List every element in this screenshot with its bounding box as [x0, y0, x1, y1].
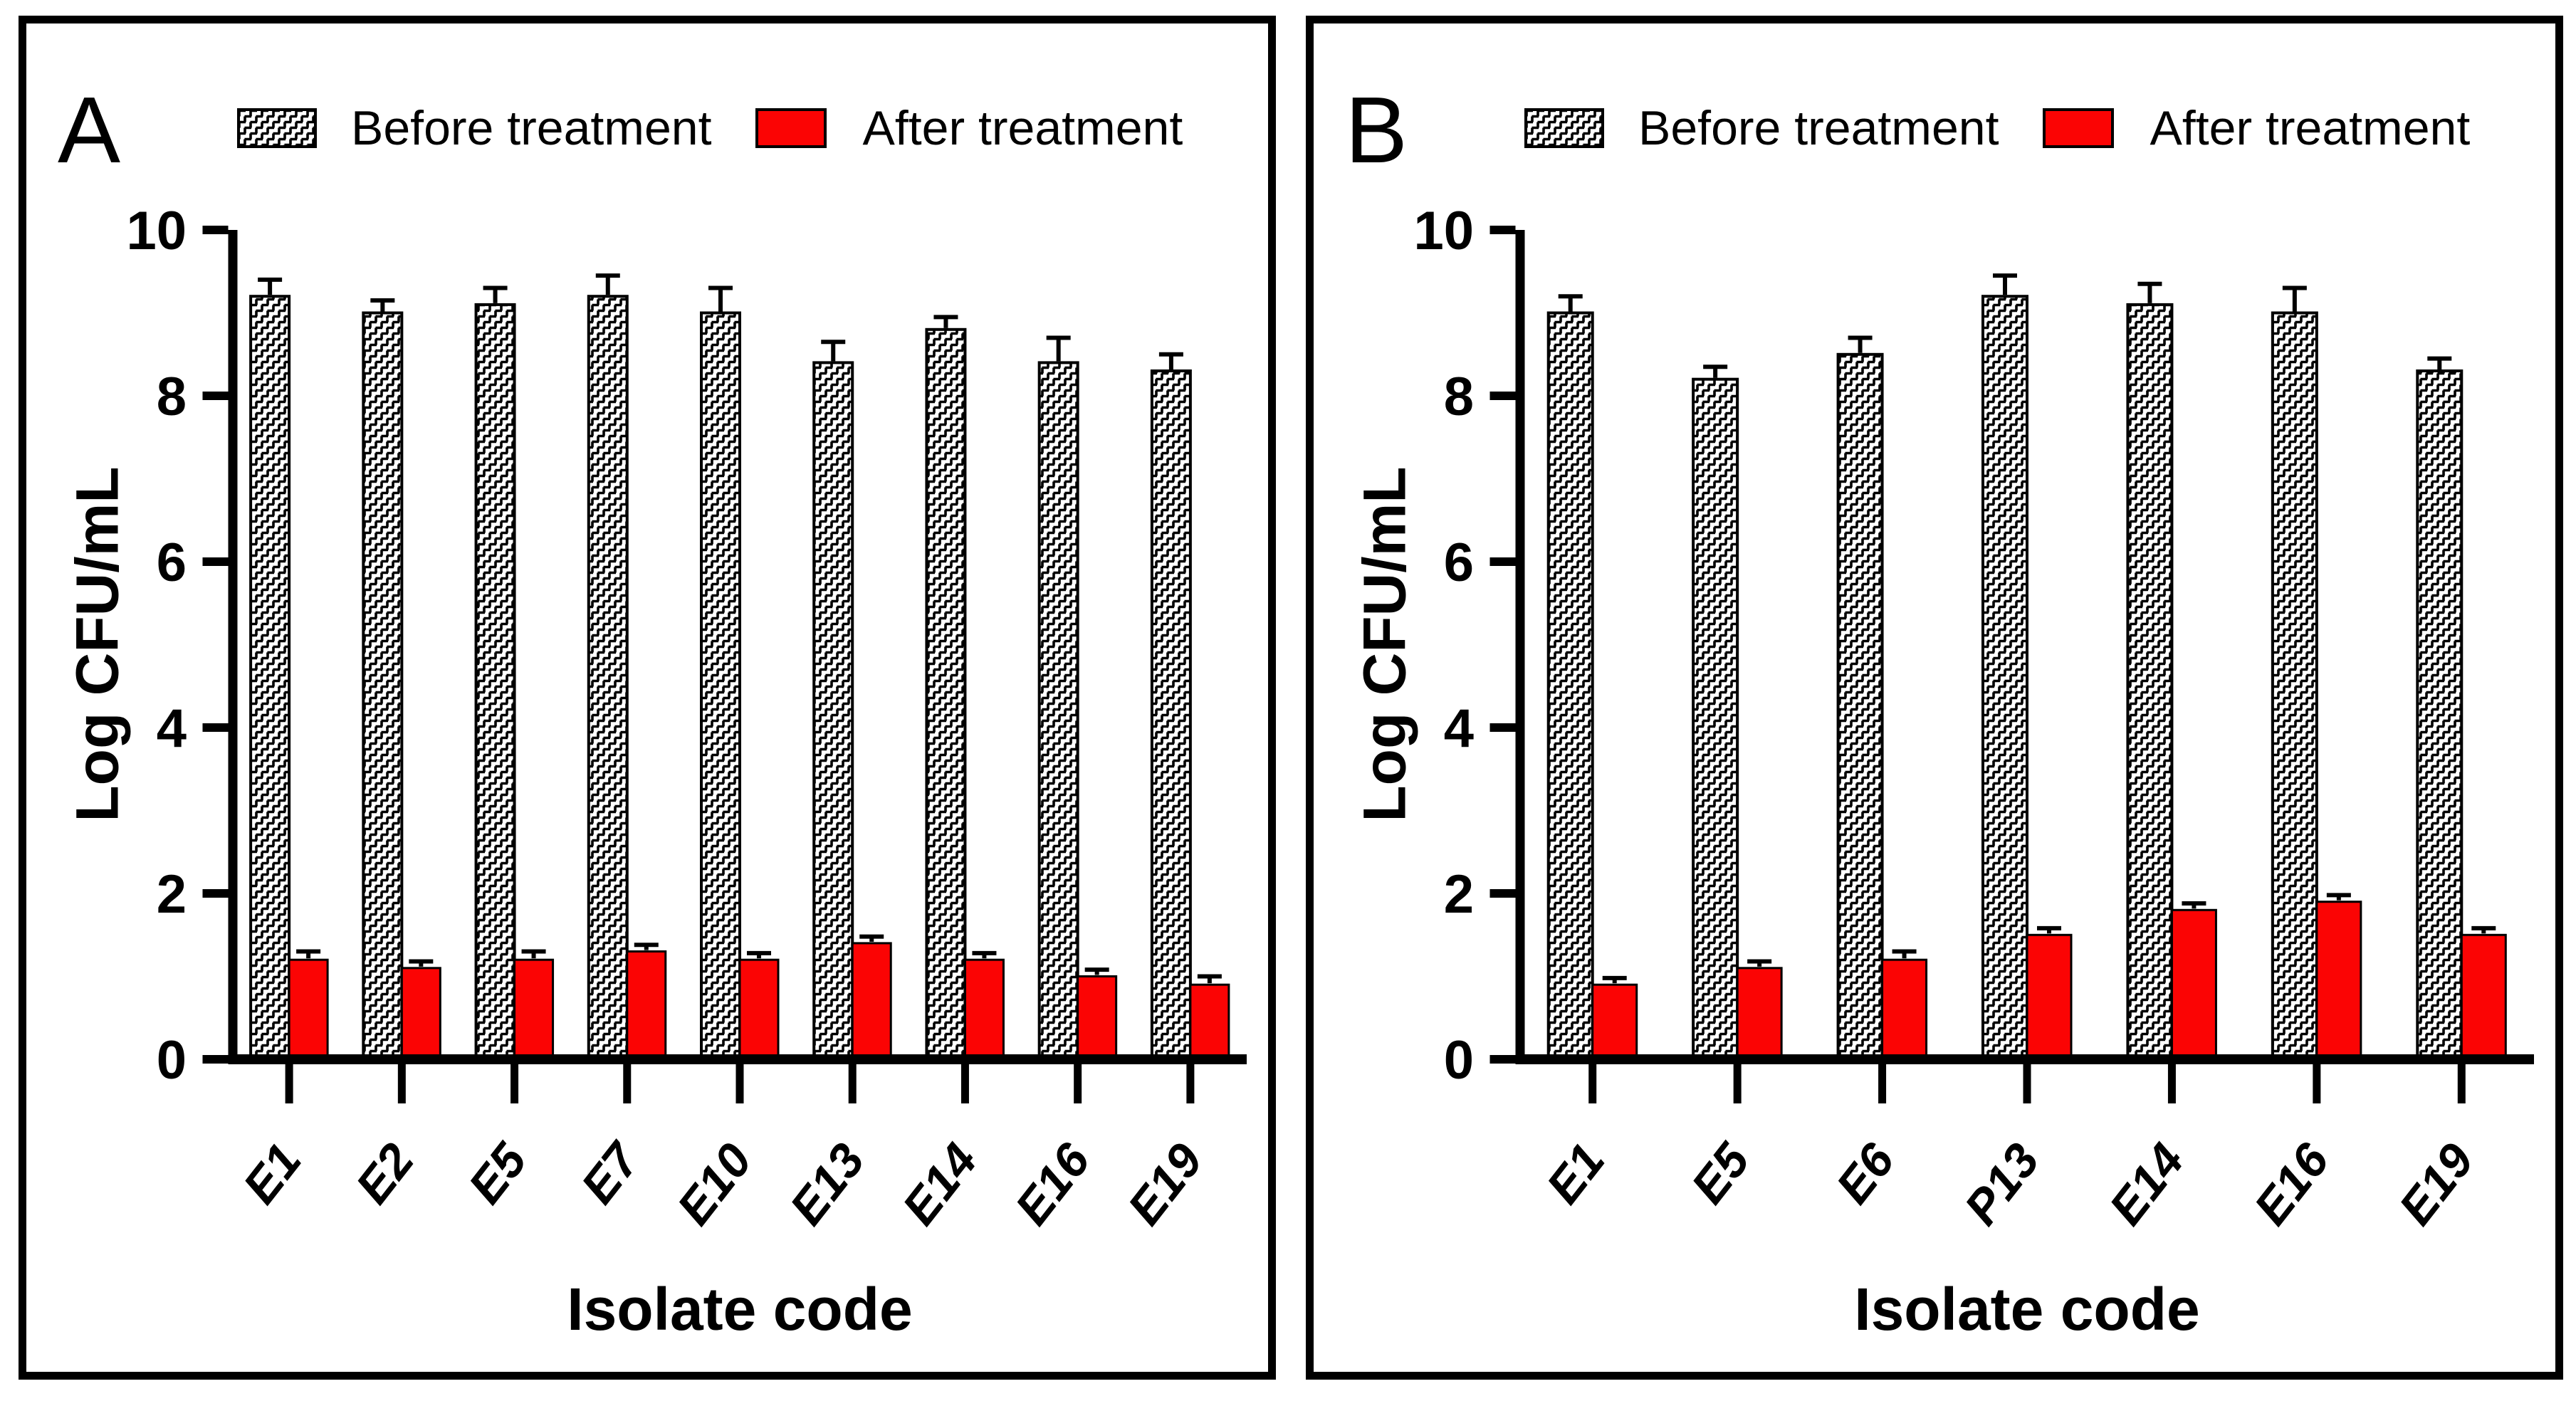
bar-after-E5: [513, 958, 555, 1061]
x-tick-label-E13: E13: [780, 1133, 875, 1234]
y-axis-title-a: Log CFU/mL: [63, 466, 131, 822]
bar-after-E6: [1881, 958, 1928, 1061]
x-tick-label-P13: P13: [1954, 1133, 2049, 1234]
bar-before-E7: [587, 295, 629, 1061]
legend-a: Before treatment After treatment: [237, 100, 1183, 156]
y-tick-label-0: 0: [157, 1030, 187, 1091]
x-tick-label-E5: E5: [458, 1133, 538, 1214]
bar-after-E5: [1736, 967, 1783, 1061]
y-tick-label-2: 2: [157, 864, 187, 925]
panel-letter-a: A: [58, 78, 121, 182]
bar-after-E19: [2460, 933, 2507, 1061]
bar-after-E2: [400, 967, 441, 1061]
y-tick-label-10: 10: [126, 201, 187, 261]
panel-letter-b: B: [1345, 78, 1408, 182]
y-tick-label-4: 4: [157, 698, 187, 759]
x-tick-label-E16: E16: [1005, 1133, 1101, 1235]
bar-before-E16: [2271, 311, 2318, 1061]
x-tick-label-E1: E1: [1536, 1133, 1615, 1213]
legend-b: Before treatment After treatment: [1524, 100, 2470, 156]
x-tick-label-E5: E5: [1681, 1133, 1761, 1214]
bar-before-E2: [362, 311, 404, 1061]
bar-before-E14: [2126, 303, 2174, 1061]
legend-label-before: Before treatment: [1638, 101, 1999, 155]
bar-before-E6: [1836, 352, 1884, 1061]
bar-before-E5: [1692, 377, 1739, 1061]
bar-after-P13: [2026, 933, 2073, 1061]
bar-before-E14: [925, 327, 967, 1061]
y-tick-label-2: 2: [1444, 864, 1474, 925]
legend-label-after: After treatment: [862, 101, 1183, 155]
bar-before-E1: [1546, 311, 1594, 1061]
after-treatment-swatch: [2043, 108, 2115, 148]
before-treatment-swatch: [1524, 108, 1604, 148]
x-tick-label-E7: E7: [571, 1132, 651, 1214]
bar-after-E13: [851, 942, 892, 1061]
legend-label-after: After treatment: [2150, 101, 2471, 155]
y-tick-label-6: 6: [1444, 532, 1474, 593]
chart-plot-a: E1 E2 E5 E7 E10 E13 E14 E16 E19 0 2 4 6 8 10: [126, 201, 1247, 1235]
bar-after-E16: [2315, 901, 2362, 1061]
x-tick-label-E14: E14: [2099, 1133, 2194, 1234]
after-treatment-swatch: [755, 108, 827, 148]
bar-before-E13: [812, 361, 854, 1061]
before-treatment-swatch: [237, 108, 317, 148]
panel-b: E1 E5 E6 P13 E14 E16 E19 0 2 4 6 8 10 B Before treat…: [1306, 16, 2563, 1380]
bar-before-E19: [1150, 369, 1192, 1061]
bar-before-P13: [1981, 295, 2028, 1061]
x-tick-label-E2: E2: [345, 1133, 424, 1213]
y-tick-label-8: 8: [1444, 367, 1474, 427]
x-tick-label-E19: E19: [1117, 1133, 1213, 1234]
bar-before-E16: [1037, 361, 1079, 1061]
y-tick-label-4: 4: [1444, 698, 1474, 759]
x-tick-label-E10: E10: [666, 1133, 762, 1234]
bar-after-E14: [2170, 908, 2217, 1061]
y-tick-label-6: 6: [157, 532, 187, 593]
x-axis-title-a: Isolate code: [567, 1276, 913, 1343]
x-tick-label-E14: E14: [892, 1133, 988, 1234]
bar-before-E5: [474, 303, 516, 1061]
bar-after-E19: [1189, 983, 1230, 1061]
bar-after-E14: [963, 958, 1005, 1061]
bar-before-E10: [700, 311, 741, 1061]
x-tick-label-E19: E19: [2389, 1133, 2484, 1234]
chart-plot-b: E1 E5 E6 P13 E14 E16 E19 0 2 4 6 8 10: [1413, 201, 2534, 1235]
bar-after-E10: [738, 958, 780, 1061]
bar-after-E1: [1591, 983, 1638, 1061]
bar-after-E16: [1077, 975, 1118, 1061]
x-axis-title-b: Isolate code: [1854, 1276, 2200, 1343]
y-tick-label-0: 0: [1444, 1030, 1474, 1091]
x-tick-label-E6: E6: [1826, 1133, 1905, 1214]
panel-a: E1 E2 E5 E7 E10 E13 E14 E16 E19 0 2 4 6 8 10 A Before …: [19, 16, 1276, 1380]
y-axis-title-b: Log CFU/mL: [1351, 466, 1418, 822]
x-tick-label-E1: E1: [233, 1133, 312, 1213]
y-tick-label-8: 8: [157, 367, 187, 427]
legend-label-before: Before treatment: [351, 101, 712, 155]
y-tick-label-10: 10: [1413, 201, 1474, 261]
bar-after-E1: [288, 958, 329, 1061]
bar-before-E19: [2416, 369, 2464, 1061]
bar-after-E7: [626, 950, 667, 1061]
bar-before-E1: [249, 295, 291, 1061]
x-tick-label-E16: E16: [2243, 1133, 2340, 1235]
